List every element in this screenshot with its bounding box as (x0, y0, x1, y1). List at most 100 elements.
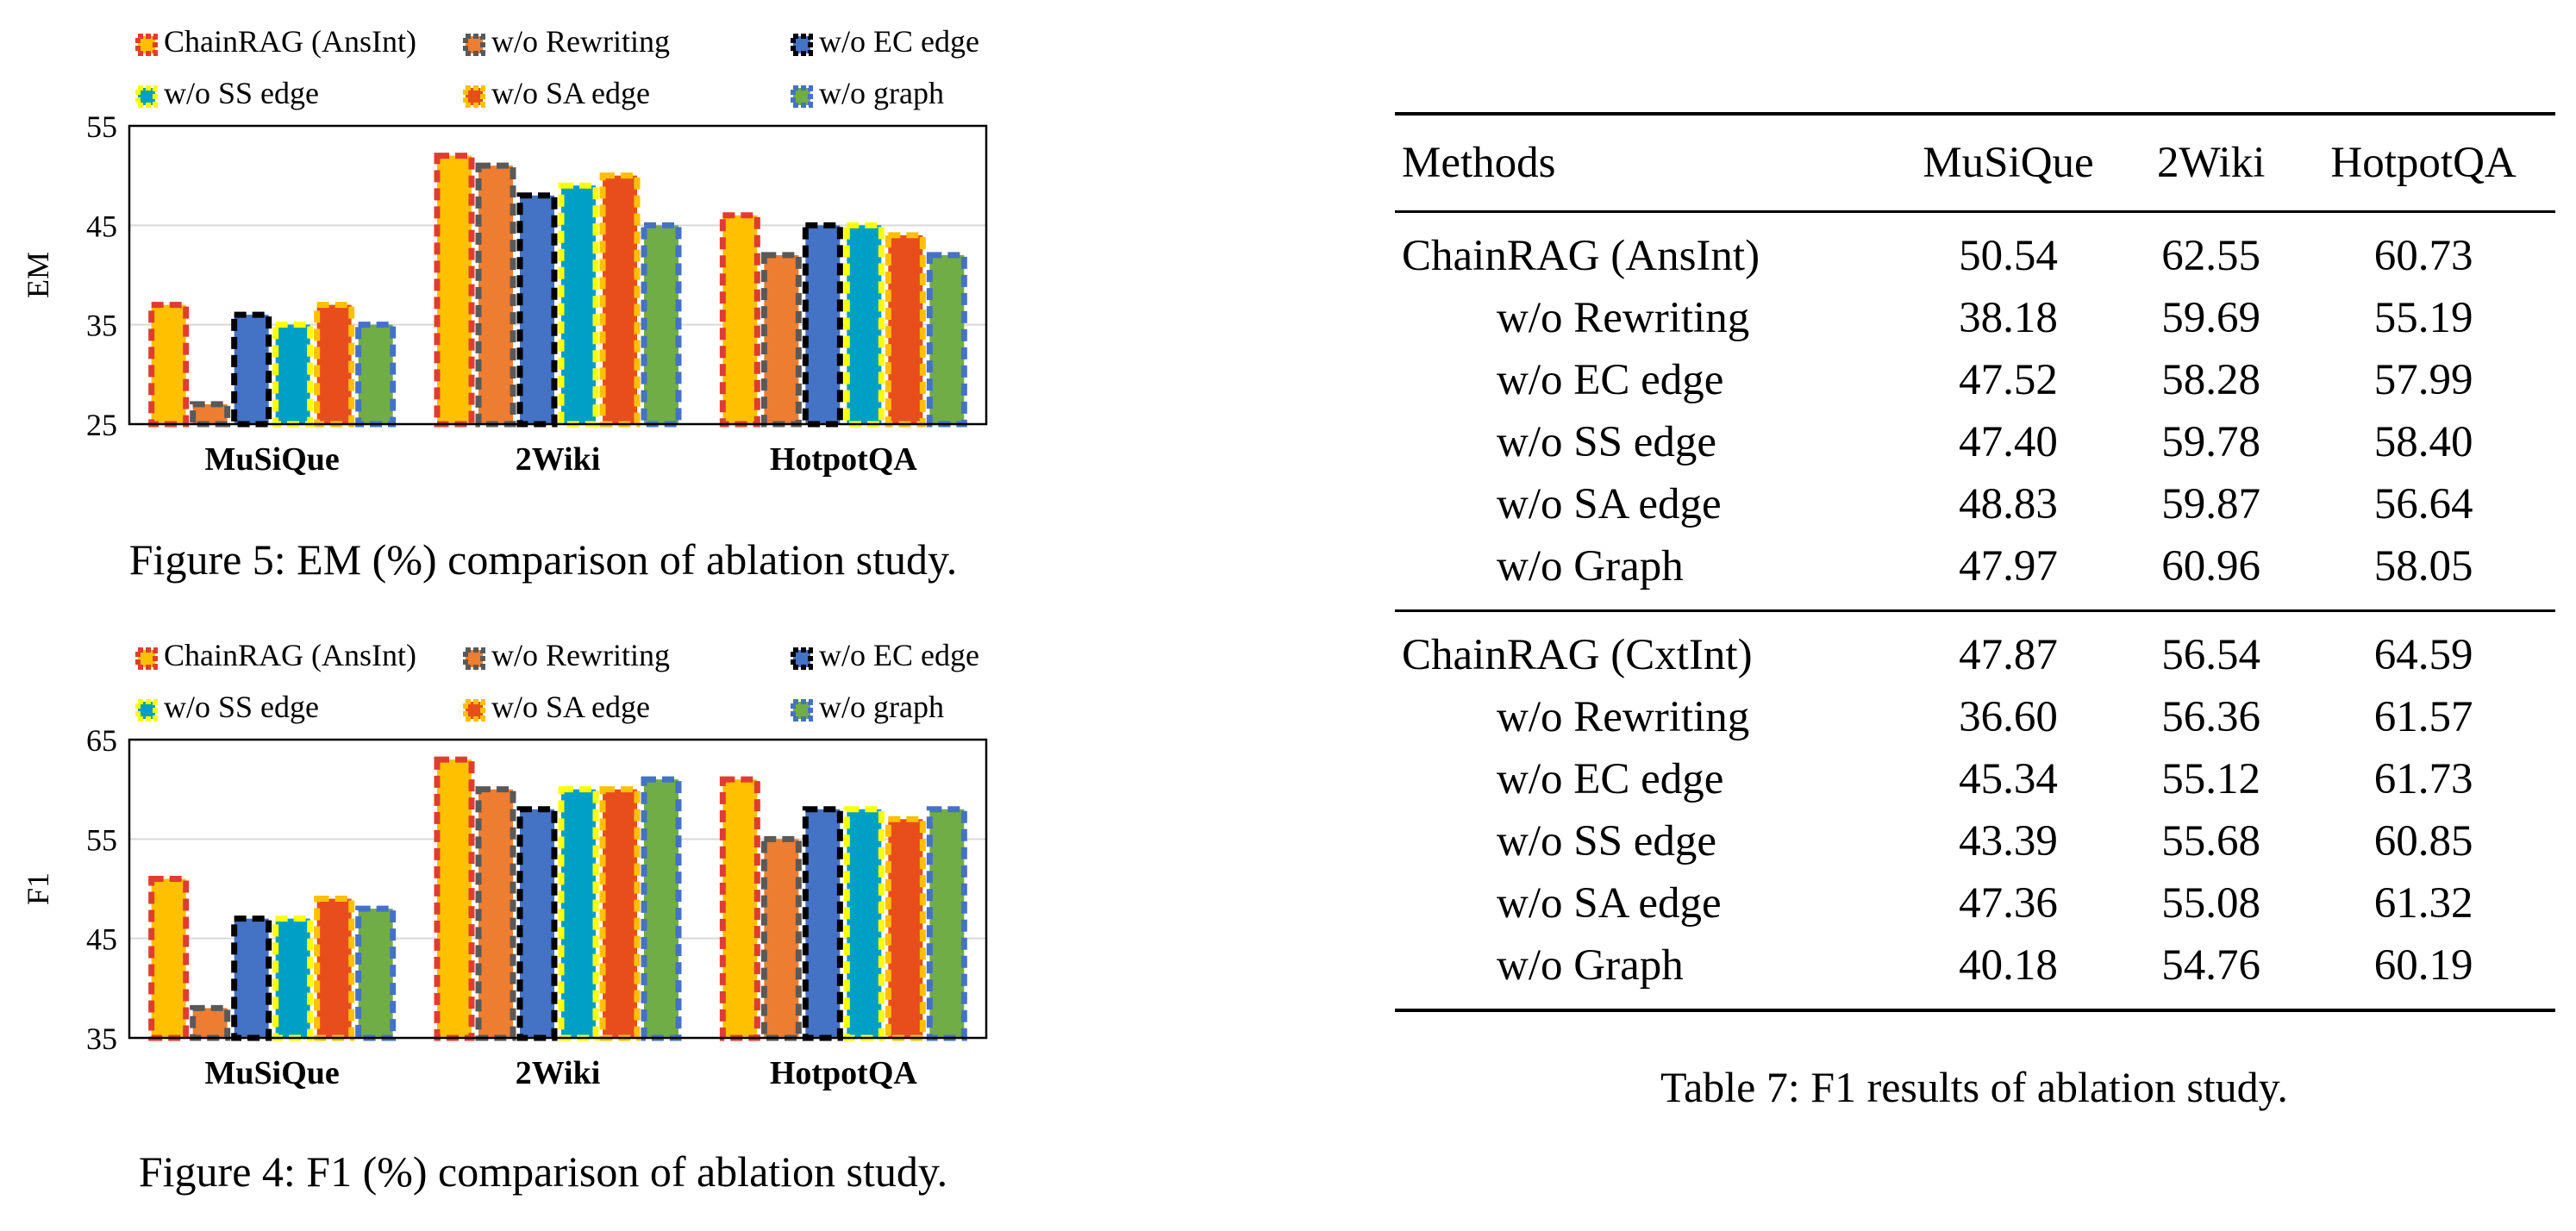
value-cell: 48.83 (1959, 480, 2058, 528)
value-cell: 61.57 (2373, 693, 2473, 741)
bar (641, 222, 682, 428)
bar (355, 322, 397, 428)
value-cell: 56.36 (2161, 693, 2261, 741)
legend-swatch (791, 34, 813, 56)
value-cell: 58.28 (2161, 356, 2261, 404)
figure-4-caption: Figure 4: F1 (%) comparison of ablation … (138, 1147, 948, 1196)
legend-label: w/o SS edge (164, 690, 319, 724)
value-cell: 56.54 (2161, 631, 2261, 679)
method-cell: ChainRAG (CxtInt) (1402, 631, 1753, 679)
table-row: w/o SS edge 47.40 59.78 58.40 (1395, 411, 2555, 473)
header-2wiki: 2Wiki (2156, 139, 2266, 187)
legend-swatch (463, 85, 485, 108)
legend-swatch (791, 85, 813, 108)
value-cell: 38.18 (1959, 294, 2058, 342)
method-cell: w/o Graph (1497, 941, 1684, 990)
method-cell: ChainRAG (AnsInt) (1402, 232, 1760, 280)
value-cell: 56.64 (2373, 480, 2473, 528)
method-cell: w/o Graph (1497, 542, 1684, 591)
x-category-label: 2Wiki (516, 441, 601, 478)
bar (885, 815, 926, 1041)
bar (885, 232, 926, 428)
bar (802, 222, 843, 428)
header-methods: Methods (1402, 139, 1556, 187)
value-cell: 47.36 (1959, 879, 2058, 928)
plot-frame (128, 738, 988, 1040)
value-cell: 55.12 (2161, 755, 2261, 803)
y-tick-label: 55 (86, 822, 117, 857)
value-cell: 55.19 (2373, 294, 2473, 342)
legend-label: ChainRAG (AnsInt) (164, 24, 416, 59)
bar (760, 252, 802, 428)
f1-bar-chart: ChainRAG (AnsInt) w/o Rewriting w/o EC edg… (21, 638, 988, 1091)
table-7-caption: Table 7: F1 results of ablation study. (1660, 1063, 2288, 1111)
bar (148, 875, 190, 1041)
bar (843, 806, 885, 1041)
bar (434, 756, 475, 1041)
value-cell: 62.55 (2161, 232, 2261, 280)
table-group-cxtint: ChainRAG (CxtInt) 47.87 56.54 64.59 w/o Rewr… (1395, 610, 2555, 1010)
legend-label: w/o graph (819, 690, 944, 724)
bar (558, 182, 599, 428)
value-cell: 59.78 (2161, 418, 2261, 466)
y-tick-label: 35 (86, 309, 117, 343)
bar (190, 401, 231, 428)
legend-label: w/o Rewriting (491, 24, 670, 59)
table-row: w/o Graph 47.97 60.96 58.05 (1395, 535, 2555, 611)
legend-swatch (791, 647, 813, 670)
method-cell: w/o Rewriting (1497, 294, 1750, 342)
legend-swatch (463, 34, 485, 56)
value-cell: 47.40 (1959, 418, 2058, 466)
value-cell: 45.34 (1959, 755, 2058, 803)
value-cell: 60.96 (2161, 542, 2261, 591)
y-tick-label: 65 (86, 723, 117, 758)
bar (719, 212, 760, 428)
value-cell: 40.18 (1959, 941, 2058, 990)
value-cell: 57.99 (2373, 356, 2473, 404)
legend-swatch (135, 34, 158, 56)
table-row: w/o SA edge 48.83 59.87 56.64 (1395, 473, 2555, 535)
table-group-ansint: ChainRAG (AnsInt) 50.54 62.55 60.73 w/o Rewr… (1395, 212, 2555, 611)
bar (926, 806, 967, 1041)
legend-swatch (463, 647, 485, 670)
legend-swatch (135, 85, 158, 108)
table-row: w/o SS edge 43.39 55.68 60.85 (1395, 810, 2555, 872)
bar (599, 172, 641, 428)
y-tick-label: 25 (86, 408, 117, 442)
x-category-label: 2Wiki (516, 1055, 601, 1091)
table-header-row: Methods MuSiQue 2Wiki HotpotQA (1395, 114, 2555, 212)
bar (843, 222, 885, 428)
value-cell: 50.54 (1959, 232, 2058, 280)
method-cell: w/o Rewriting (1497, 693, 1750, 741)
value-cell: 58.05 (2373, 542, 2473, 591)
legend-swatch (135, 647, 158, 670)
legend-label: w/o SA edge (491, 76, 650, 110)
x-category-label: HotpotQA (770, 1055, 918, 1091)
bar (516, 192, 558, 428)
y-axis-label: EM (21, 252, 55, 298)
value-cell: 54.76 (2161, 941, 2261, 990)
table-row: ChainRAG (CxtInt) 47.87 56.54 64.59 (1395, 611, 2555, 687)
method-cell: w/o SS edge (1497, 418, 1716, 466)
method-cell: w/o SS edge (1497, 817, 1716, 865)
method-cell: w/o SA edge (1497, 480, 1722, 528)
legend-swatch (791, 699, 813, 722)
bar (475, 786, 516, 1041)
value-cell: 61.32 (2373, 879, 2473, 928)
value-cell: 61.73 (2373, 755, 2473, 803)
method-cell: w/o SA edge (1497, 879, 1722, 928)
legend-label: ChainRAG (AnsInt) (164, 638, 416, 672)
value-cell: 58.40 (2373, 418, 2473, 466)
value-cell: 60.19 (2373, 941, 2473, 990)
value-cell: 60.85 (2373, 817, 2473, 865)
table-row: w/o EC edge 47.52 58.28 57.99 (1395, 349, 2555, 411)
legend-label: w/o EC edge (819, 638, 979, 672)
table-row: w/o Rewriting 36.60 56.36 61.57 (1395, 686, 2555, 748)
bar (355, 905, 397, 1041)
bar (148, 302, 190, 428)
value-cell: 47.97 (1959, 542, 2058, 591)
value-cell: 59.69 (2161, 294, 2261, 342)
value-cell: 59.87 (2161, 480, 2261, 528)
bar (231, 915, 272, 1041)
table-row: w/o SA edge 47.36 55.08 61.32 (1395, 872, 2555, 934)
